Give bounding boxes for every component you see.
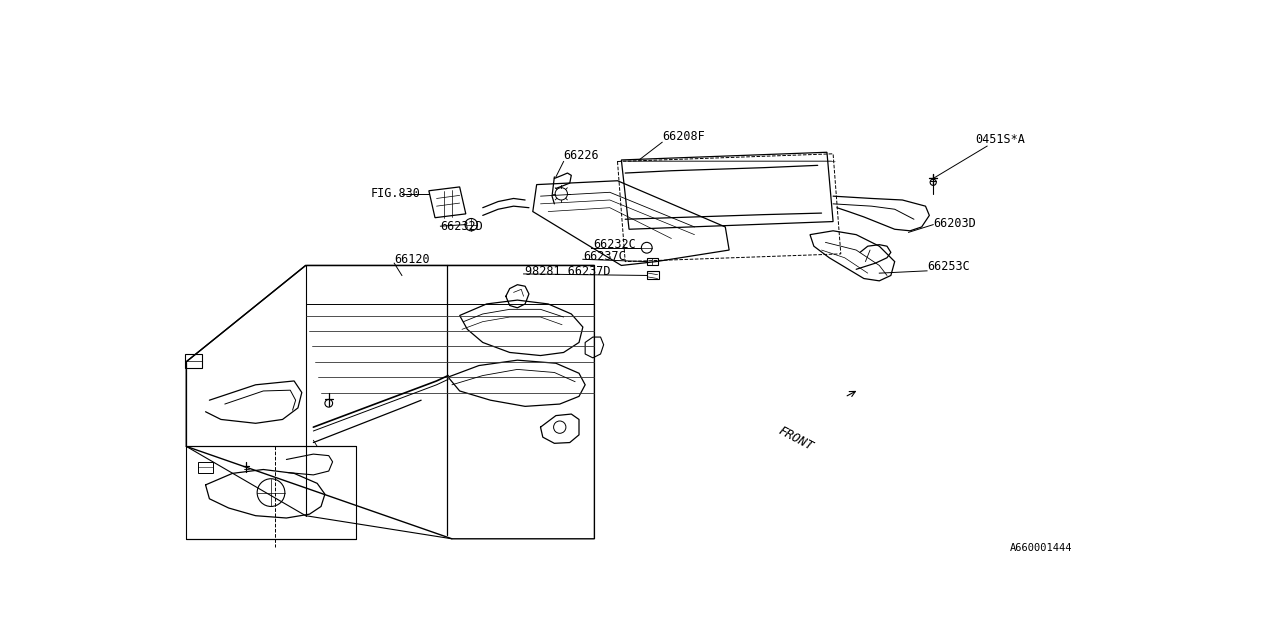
Text: 66232D: 66232D [440,220,483,233]
Text: 98281 66237D: 98281 66237D [525,265,611,278]
Bar [198,462,214,474]
Bar [184,354,202,368]
Text: 66232C: 66232C [593,238,636,251]
Text: 66226: 66226 [563,149,599,162]
Text: A660001444: A660001444 [1010,543,1073,553]
Text: FRONT: FRONT [776,424,815,453]
Bar [646,258,658,266]
Text: 66253C: 66253C [927,260,970,273]
Text: 66208F: 66208F [662,131,705,143]
Bar [646,271,659,279]
Text: 66120: 66120 [394,253,430,266]
Text: 0451S*A: 0451S*A [975,133,1025,147]
Text: 66203D: 66203D [933,216,975,230]
Text: FIG.830: FIG.830 [371,188,421,200]
Bar [187,447,356,539]
Text: 66237C: 66237C [584,250,626,264]
